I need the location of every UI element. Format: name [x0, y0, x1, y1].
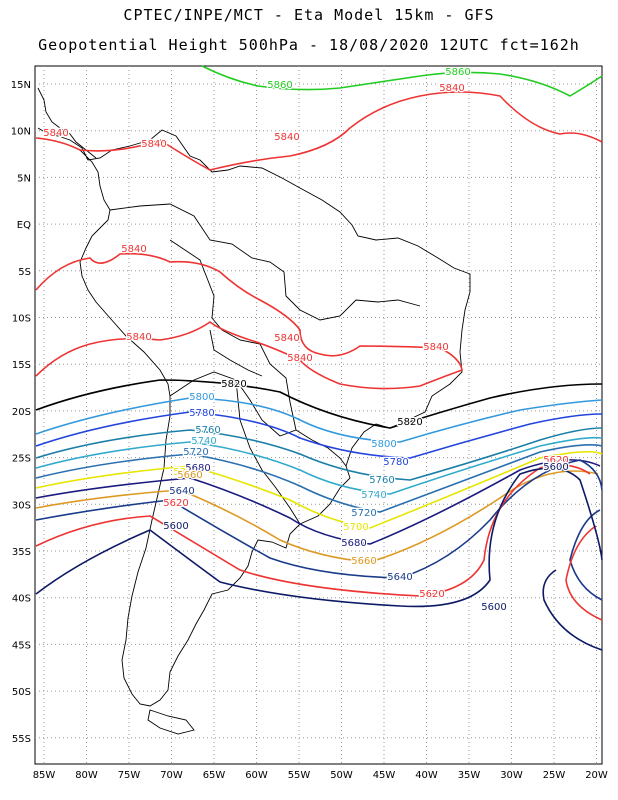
lat-label: 10N — [11, 127, 31, 138]
lat-label: EQ — [17, 220, 31, 231]
contour-label-5720: 5720 — [351, 508, 376, 519]
coastlines — [37, 87, 471, 735]
contour-5700 — [35, 450, 603, 529]
contour-5800 — [35, 397, 603, 443]
contour-label-5620: 5620 — [543, 455, 568, 466]
contour-label-5620: 5620 — [419, 589, 444, 600]
contour-label-5600: 5600 — [481, 602, 506, 613]
tierra-del-fuego — [147, 709, 195, 735]
lon-label: 70W — [160, 770, 183, 781]
contour-label-5840: 5840 — [141, 139, 166, 150]
contour-label-5700: 5700 — [343, 522, 368, 533]
contour-label-5760: 5760 — [195, 425, 220, 436]
lat-label: 5N — [17, 173, 31, 184]
contour-5860 — [201, 65, 603, 97]
contour-label-5820: 5820 — [397, 417, 422, 428]
lon-label: 60W — [245, 770, 268, 781]
lon-label: 25W — [543, 770, 566, 781]
contour-label-5840: 5840 — [43, 128, 68, 139]
contour-label-5840: 5840 — [274, 333, 299, 344]
lat-label: 35S — [12, 547, 31, 558]
contour-label-5840: 5840 — [126, 332, 151, 343]
contour-5640 — [35, 459, 603, 601]
contour-labels: 5860 5860 5840 5840 5840 5840 5840 5840 5840 5840… — [42, 66, 570, 615]
contour-label-5860: 5860 — [267, 80, 292, 91]
contour-label-5640: 5640 — [169, 486, 194, 497]
contour-label-5700: 5700 — [173, 467, 198, 478]
lon-label: 75W — [118, 770, 141, 781]
lon-label: 85W — [33, 770, 56, 781]
contour-label-5860: 5860 — [445, 67, 470, 78]
contour-label-5660: 5660 — [177, 470, 202, 481]
contour-label-5760: 5760 — [369, 475, 394, 486]
lat-label: 45S — [12, 640, 31, 651]
chart-title-line1: CPTEC/INPE/MCT - Eta Model 15km - GFS — [123, 6, 495, 24]
contour-5760 — [35, 427, 603, 481]
lon-label: 45W — [373, 770, 396, 781]
lat-label: 15N — [11, 80, 31, 91]
contour-label-5600: 5600 — [543, 462, 568, 473]
lat-label: 15S — [12, 360, 31, 371]
borders — [109, 203, 421, 525]
contour-label-5840: 5840 — [274, 132, 299, 143]
axis-labels: 15N 10N 5N EQ 5S 10S 15S 20S 25S 30S 35S 40S 45S 50S 5… — [11, 80, 608, 781]
lon-label: 50W — [330, 770, 353, 781]
lon-label: 80W — [75, 770, 98, 781]
map-frame — [34, 65, 603, 765]
lon-label: 55W — [288, 770, 311, 781]
contour-label-5800: 5800 — [371, 439, 396, 450]
contour-label-5840: 5840 — [287, 353, 312, 364]
contour-5840-equator — [35, 252, 463, 390]
grid-lines — [35, 66, 602, 764]
contour-label-5660: 5660 — [351, 556, 376, 567]
contour-lines — [35, 65, 603, 651]
lon-label: 30W — [500, 770, 523, 781]
contour-label-5840: 5840 — [439, 83, 464, 94]
lon-label: 35W — [458, 770, 481, 781]
contour-5740 — [35, 436, 603, 495]
contour-label-5820: 5820 — [221, 379, 246, 390]
contour-label-5680: 5680 — [341, 538, 366, 549]
lat-label: 25S — [12, 454, 31, 465]
contour-label-5620: 5620 — [163, 498, 188, 509]
contour-5600 — [35, 467, 603, 651]
contour-label-5640: 5640 — [387, 572, 412, 583]
contour-5780 — [35, 411, 603, 459]
lat-label: 40S — [12, 594, 31, 605]
central-america — [37, 87, 97, 159]
contour-label-5840: 5840 — [121, 244, 146, 255]
contour-label-5600: 5600 — [163, 521, 188, 532]
lat-label: 20S — [12, 407, 31, 418]
lon-label: 65W — [203, 770, 226, 781]
contour-label-5780: 5780 — [189, 408, 214, 419]
lat-label: 55S — [12, 734, 31, 745]
lat-label: 50S — [12, 687, 31, 698]
contour-5840-north — [35, 91, 603, 171]
contour-label-5840: 5840 — [423, 342, 448, 353]
south-america-coast — [37, 127, 471, 707]
lat-label: 30S — [12, 500, 31, 511]
contour-label-5800: 5800 — [189, 392, 214, 403]
chart-title-line2: Geopotential Height 500hPa - 18/08/2020 … — [38, 36, 580, 54]
contour-5620 — [35, 464, 603, 621]
contour-label-5720: 5720 — [183, 447, 208, 458]
lon-label: 20W — [585, 770, 608, 781]
lat-label: 10S — [12, 314, 31, 325]
contour-label-5680: 5680 — [185, 463, 210, 474]
contour-5720 — [35, 444, 603, 513]
contour-label-5740: 5740 — [191, 436, 216, 447]
lon-label: 40W — [415, 770, 438, 781]
lat-label: 5S — [18, 267, 31, 278]
contour-label-5780: 5780 — [383, 457, 408, 468]
contour-label-5740: 5740 — [361, 490, 386, 501]
contour-5680 — [35, 459, 601, 545]
contour-5820 — [35, 379, 603, 429]
